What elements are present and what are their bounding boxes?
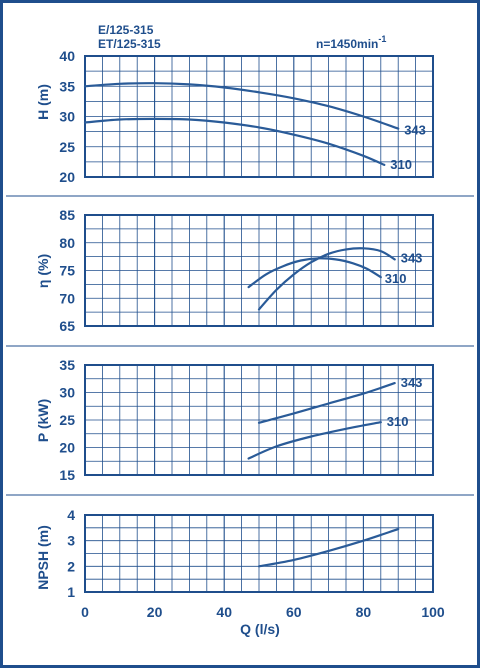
x-tick-label: 0 <box>81 604 89 620</box>
y-tick-label: 75 <box>59 263 75 279</box>
y-tick-label: 40 <box>59 48 75 64</box>
panel-efficiency: 65 70 75 80 85 η (%) 343 310 <box>6 195 474 334</box>
plot-frame <box>84 364 434 476</box>
panel-head: 20 25 30 35 40 H (m) 343 310 <box>35 48 434 185</box>
speed-exponent: -1 <box>378 34 386 44</box>
y-tick-label: 65 <box>59 318 75 334</box>
model-title-1: E/125-315 <box>98 23 154 37</box>
y-tick-label: 25 <box>59 139 75 155</box>
series-label-343: 343 <box>401 375 423 390</box>
model-title-2: ET/125-315 <box>98 37 161 51</box>
curve-efficiency-310 <box>247 257 382 289</box>
x-tick-label: 80 <box>356 604 372 620</box>
y-tick-label: 1 <box>67 584 75 600</box>
y-tick-label: 30 <box>59 109 75 125</box>
y-tick-label: 3 <box>67 533 75 549</box>
y-tick-label: 20 <box>59 440 75 456</box>
series-label-343: 343 <box>401 250 423 265</box>
y-tick-label: 15 <box>59 467 75 483</box>
y-tick-label: 80 <box>59 235 75 251</box>
x-tick-label: 60 <box>286 604 302 620</box>
y-tick-label: 35 <box>59 357 75 373</box>
curve-head-310 <box>83 117 386 166</box>
series-label-343: 343 <box>404 123 426 138</box>
y-tick-label: 70 <box>59 290 75 306</box>
plot-frame <box>84 55 434 178</box>
y-axis-label: η (%) <box>35 254 51 288</box>
x-axis-label: Q (l/s) <box>240 621 280 637</box>
curve-power-343 <box>257 382 396 424</box>
y-axis-label: NPSH (m) <box>35 525 51 590</box>
panel-npsh: 1 2 3 4 NPSH (m) 0 20 40 60 80 100 Q (l/s) <box>6 494 474 637</box>
series-label-310: 310 <box>390 157 412 172</box>
plot-frame <box>84 514 434 593</box>
y-tick-label: 35 <box>59 78 75 94</box>
panel-power: 15 20 25 30 35 P (kW) 343 310 <box>6 345 474 483</box>
y-axis-label: H (m) <box>35 84 51 120</box>
y-tick-label: 4 <box>67 507 75 523</box>
curve-efficiency-343 <box>257 247 396 311</box>
curve-power-310 <box>247 421 382 460</box>
y-axis-label: P (kW) <box>35 399 51 442</box>
speed-label: n=1450min-1 <box>316 34 386 51</box>
series-label-310: 310 <box>387 414 409 429</box>
x-tick-label: 40 <box>216 604 232 620</box>
series-label-310: 310 <box>385 271 407 286</box>
speed-value: n=1450min <box>316 37 378 51</box>
curve-npsh <box>257 528 400 568</box>
y-tick-label: 20 <box>59 169 75 185</box>
y-tick-label: 2 <box>67 558 75 574</box>
y-tick-label: 25 <box>59 412 75 428</box>
curve-head-343 <box>83 82 400 130</box>
plot-frame <box>84 214 434 327</box>
x-tick-label: 100 <box>421 604 445 620</box>
y-tick-label: 30 <box>59 385 75 401</box>
x-tick-label: 20 <box>147 604 163 620</box>
y-tick-label: 85 <box>59 207 75 223</box>
